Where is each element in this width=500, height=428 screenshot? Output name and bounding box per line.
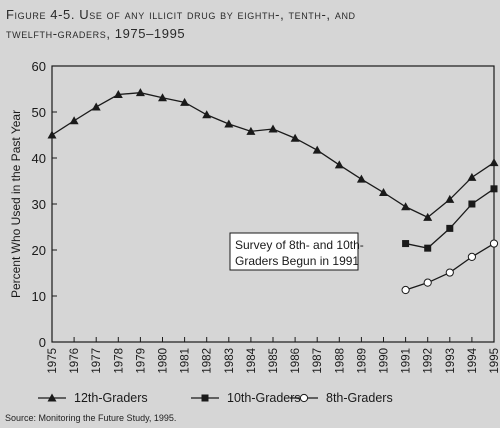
x-tick-label: 1984 [246, 347, 258, 373]
data-point-triangle [224, 119, 234, 128]
y-tick-label: 40 [32, 151, 46, 166]
annotation-box: Survey of 8th- and 10th- Graders Begun i… [229, 232, 364, 271]
annotation-line-2: Graders Begun in 1991 [235, 254, 359, 268]
x-tick-label: 1989 [356, 348, 368, 374]
x-tick-label: 1975 [47, 348, 59, 374]
data-point-triangle [312, 145, 322, 154]
data-point-circle [401, 285, 410, 295]
data-point-triangle [379, 188, 388, 196]
data-point-triangle [202, 110, 212, 119]
data-point-square [446, 224, 454, 232]
x-tick-label: 1991 [401, 348, 413, 374]
data-point-triangle [113, 90, 123, 99]
data-point-triangle [180, 97, 190, 106]
data-point-triangle [69, 116, 79, 125]
source-note: Source: Monitoring the Future Study, 199… [5, 413, 177, 423]
series-lines [47, 88, 499, 295]
x-tick-label: 1985 [268, 348, 280, 374]
data-point-triangle [423, 212, 433, 221]
x-tick-label: 1983 [224, 348, 236, 374]
chart-axes [51, 65, 495, 343]
x-tick-label: 1988 [334, 348, 346, 374]
x-axis-ticks: 1975 1976 1977 1978 1979 1980 1981 1982 1983 1984… [47, 337, 500, 374]
chart-legend: 12th-Graders 10th-Graders 8th-Graders [38, 391, 393, 405]
x-tick-label: 1990 [379, 348, 391, 374]
series-line-8th-graders [405, 243, 495, 291]
data-point-triangle [489, 158, 499, 167]
figure-title-line-1: Figure 4-5. Use of any illicit drug by e… [6, 7, 356, 22]
data-point-square [424, 244, 432, 252]
data-point-square [490, 185, 498, 193]
data-point-circle [423, 278, 432, 287]
y-tick-label: 50 [32, 105, 46, 120]
x-tick-label: 1977 [91, 348, 103, 374]
y-tick-label: 10 [32, 289, 46, 304]
data-point-triangle [356, 174, 366, 183]
data-point-triangle [246, 126, 256, 135]
annotation-line-1: Survey of 8th- and 10th- [235, 238, 364, 252]
data-point-triangle [290, 133, 300, 142]
x-tick-label: 1981 [180, 348, 192, 374]
x-tick-label: 1995 [489, 348, 500, 374]
series-line-12th-graders [51, 92, 495, 219]
x-tick-label: 1980 [158, 348, 170, 374]
x-tick-label: 1979 [135, 348, 147, 374]
data-point-triangle [445, 194, 455, 203]
data-point-circle [489, 239, 499, 248]
x-tick-label: 1987 [312, 348, 324, 374]
y-axis-ticks: 0 10 20 30 40 50 60 [32, 59, 57, 350]
figure-title-line-2: twelfth-graders, 1975–1995 [6, 26, 186, 41]
legend-label: 12th-Graders [74, 391, 148, 405]
y-tick-label: 60 [32, 59, 46, 74]
series-12th-graders [47, 88, 499, 221]
y-axis-label: Percent Who Used in the Past Year [9, 110, 23, 298]
legend-item-10th-graders: 10th-Graders [191, 391, 301, 405]
data-point-triangle [467, 172, 477, 181]
data-point-circle [467, 252, 476, 261]
x-tick-label: 1992 [423, 348, 435, 374]
x-tick-label: 1976 [69, 348, 81, 374]
data-point-square [402, 240, 410, 248]
data-point-triangle [47, 130, 57, 139]
data-point-triangle [135, 88, 145, 97]
series-8th-graders [401, 239, 499, 295]
y-tick-label: 30 [32, 197, 46, 212]
data-point-circle [445, 268, 454, 277]
data-point-triangle [401, 202, 411, 211]
data-point-triangle [47, 393, 57, 402]
y-tick-label: 20 [32, 243, 46, 258]
legend-label: 8th-Graders [326, 391, 393, 405]
data-point-triangle [91, 102, 101, 111]
data-point-triangle [268, 124, 278, 133]
data-point-square [201, 394, 209, 402]
x-tick-label: 1994 [467, 347, 479, 373]
data-point-square [468, 200, 476, 208]
legend-label: 10th-Graders [227, 391, 301, 405]
annotation-background [229, 232, 359, 271]
data-point-triangle [334, 160, 344, 169]
x-tick-label: 1993 [445, 348, 457, 374]
x-tick-label: 1978 [113, 348, 125, 374]
figure-title: Figure 4-5. Use of any illicit drug by e… [6, 5, 476, 43]
y-tick-label: 0 [39, 335, 46, 350]
plot-frame [51, 65, 495, 343]
x-tick-label: 1982 [202, 348, 214, 374]
data-point-triangle [158, 93, 167, 102]
legend-item-12th-graders: 12th-Graders [38, 391, 148, 405]
legend-item-8th-graders: 8th-Graders [290, 391, 393, 405]
series-10th-graders [402, 185, 498, 252]
data-point-circle [299, 393, 309, 403]
x-tick-label: 1986 [290, 348, 302, 374]
